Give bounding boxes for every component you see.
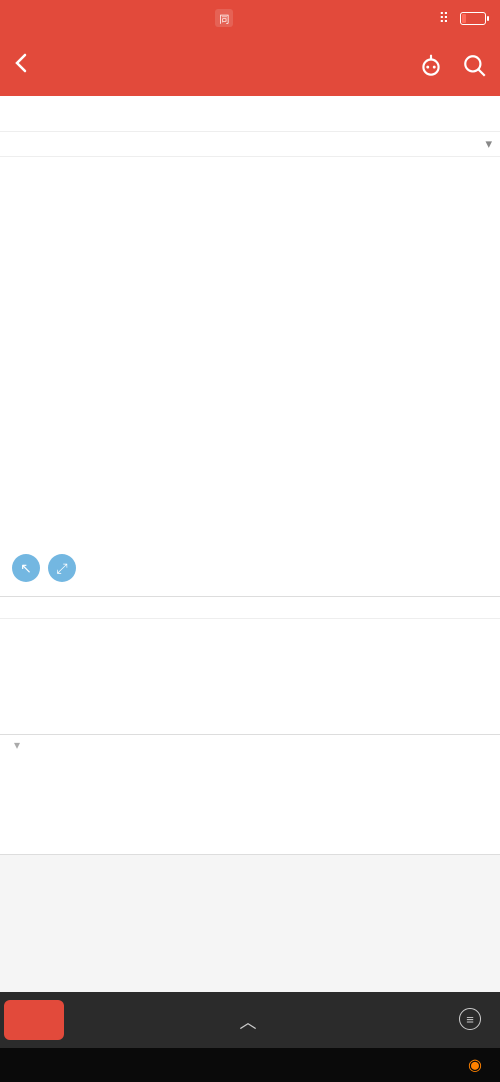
status-bar: 同 ⠿ xyxy=(0,0,500,36)
robot-icon[interactable] xyxy=(416,51,446,81)
app-icon: 同 xyxy=(215,9,233,27)
macd-chart[interactable] xyxy=(0,755,500,855)
nav-bar xyxy=(0,36,500,96)
period-week-button[interactable] xyxy=(72,1000,132,1040)
footer: ◉ xyxy=(0,1048,500,1082)
battery-icon xyxy=(460,12,486,25)
kline-chart[interactable]: ↖ ⤢ xyxy=(0,157,500,597)
bottom-toolbar: ︿ ≡ xyxy=(0,992,500,1048)
volume-chart[interactable] xyxy=(0,625,500,735)
adjust-button[interactable]: ▾ xyxy=(483,136,492,152)
period-month-button[interactable] xyxy=(140,1000,200,1040)
period-day-button[interactable] xyxy=(4,1000,64,1040)
back-button[interactable] xyxy=(10,50,42,82)
status-app: 同 xyxy=(215,9,237,27)
search-icon[interactable] xyxy=(460,51,490,81)
signal-icon: ⠿ xyxy=(439,10,448,27)
change xyxy=(10,106,130,123)
compass-button[interactable]: ↖ xyxy=(12,554,40,582)
macd-header[interactable]: ▾ xyxy=(0,735,500,755)
weibo-icon: ◉ xyxy=(468,1055,482,1075)
quote-grid xyxy=(130,102,490,123)
expand-button[interactable]: ⤢ xyxy=(48,554,76,582)
date-axis xyxy=(0,597,500,619)
status-right: ⠿ xyxy=(439,10,486,27)
function-button[interactable]: ≡ xyxy=(440,1008,500,1032)
ma-legend[interactable]: ▾ xyxy=(0,132,500,157)
quote-panel[interactable] xyxy=(0,96,500,132)
period-more-button[interactable]: ︿ xyxy=(204,1008,288,1033)
